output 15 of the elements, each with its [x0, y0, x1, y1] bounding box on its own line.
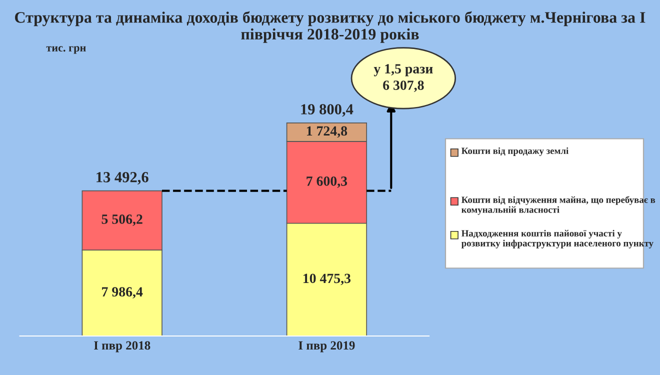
data-label: 10 475,3 — [304, 274, 351, 286]
total-label: 19 800,4 — [301, 104, 354, 117]
x-tick-label: І пвр 2018 — [94, 341, 150, 352]
data-label: 1 724,8 — [306, 126, 348, 138]
data-label: 5 506,2 — [102, 214, 142, 226]
legend-label: Кошти від відчуження майна, що перебуває в комунальній власності — [462, 196, 656, 215]
chart-title: Структура та динаміка доходів бюджету розвитку до міського бюджету м.Чернігова за І півріччя 2018-2019 років — [15, 11, 646, 43]
text: у 1,5 рази 6 307,8 — [374, 64, 433, 92]
x-tick-label: І пвр 2019 — [298, 341, 355, 352]
text: тис. грн — [46, 46, 86, 54]
legend-label: Надходження коштів пайової участі у розвитку інфраструктури населеного пункту — [461, 230, 654, 248]
total-label: 13 492,6 — [96, 172, 148, 185]
data-label: 7 600,3 — [306, 176, 348, 188]
legend-label: Кошти від продажу землі — [462, 147, 568, 156]
data-label: 7 986,4 — [102, 287, 143, 299]
